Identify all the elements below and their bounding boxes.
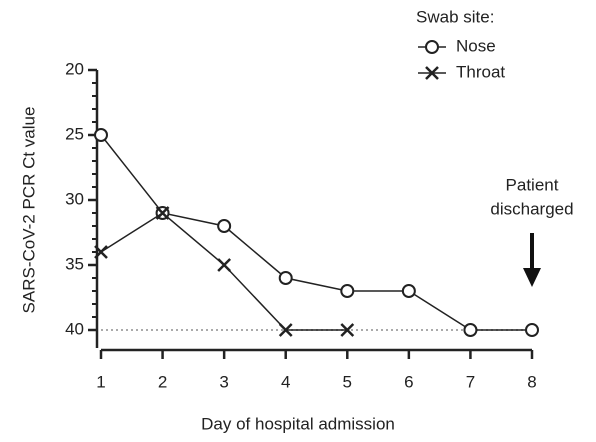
x-tick-label: 4 — [281, 372, 290, 391]
annotation-arrowhead — [523, 268, 541, 287]
y-tick-label: 20 — [65, 59, 84, 78]
marker — [278, 271, 293, 285]
marker — [340, 323, 355, 337]
x-tick-label: 7 — [466, 372, 475, 391]
y-tick-label: 35 — [65, 254, 84, 273]
y-tick-label: 40 — [65, 319, 84, 338]
x-tick-label: 3 — [219, 372, 228, 391]
y-tick-label: 30 — [65, 189, 84, 208]
marker — [155, 206, 170, 220]
x-axis-label: Day of hospital admission — [201, 414, 395, 433]
marker — [217, 258, 232, 272]
marker — [401, 284, 416, 298]
marker — [525, 323, 539, 337]
marker — [463, 323, 478, 337]
x-tick-label: 1 — [96, 372, 105, 391]
legend-title: Swab site: — [416, 7, 494, 26]
marker — [340, 284, 355, 298]
annotation: Patient — [506, 175, 559, 194]
annotation: discharged — [490, 199, 573, 218]
series-line — [100, 134, 532, 331]
legend-label: Throat — [456, 62, 505, 81]
marker — [94, 128, 108, 142]
y-tick-label: 25 — [65, 124, 84, 143]
x-tick-label: 2 — [158, 372, 167, 391]
x-tick-label: 8 — [527, 372, 536, 391]
marker — [425, 40, 439, 54]
marker — [278, 323, 293, 337]
marker — [94, 245, 108, 259]
marker — [217, 219, 232, 233]
x-tick-label: 6 — [404, 372, 413, 391]
y-axis-label: SARS-CoV-2 PCR Ct value — [19, 107, 38, 314]
legend-label: Nose — [456, 36, 496, 55]
marker — [425, 66, 439, 80]
x-tick-label: 5 — [343, 372, 352, 391]
